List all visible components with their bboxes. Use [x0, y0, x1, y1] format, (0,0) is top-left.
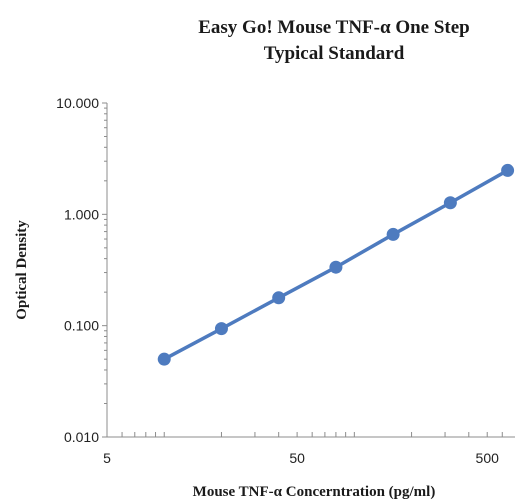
data-point — [272, 291, 286, 305]
data-point — [386, 227, 400, 241]
x-tick-label: 500 — [476, 450, 500, 466]
y-tick-label: 0.010 — [64, 429, 99, 445]
x-tick-label: 5 — [103, 450, 111, 466]
data-point — [329, 260, 343, 274]
chart-title-line2: Typical Standard — [264, 43, 405, 64]
tick-marks — [102, 102, 503, 438]
data-point — [501, 163, 515, 177]
x-axis-title: Mouse TNF-α Concerntration (pg/ml) — [193, 484, 436, 500]
axes — [106, 103, 515, 438]
data-point — [443, 196, 457, 210]
y-tick-label: 1.000 — [64, 206, 99, 222]
data-series — [157, 163, 515, 366]
data-point — [214, 322, 228, 336]
data-point — [157, 352, 171, 366]
y-axis-title: Optical Density — [14, 220, 30, 320]
y-tick-label: 10.000 — [56, 95, 99, 111]
chart-title-line1: Easy Go! Mouse TNF-α One Step — [198, 17, 470, 38]
tick-labels: 0.010 0.100 1.000 10.000 5 50 500 — [56, 95, 499, 466]
y-tick-label: 0.100 — [64, 318, 99, 334]
x-tick-label: 50 — [289, 450, 305, 466]
